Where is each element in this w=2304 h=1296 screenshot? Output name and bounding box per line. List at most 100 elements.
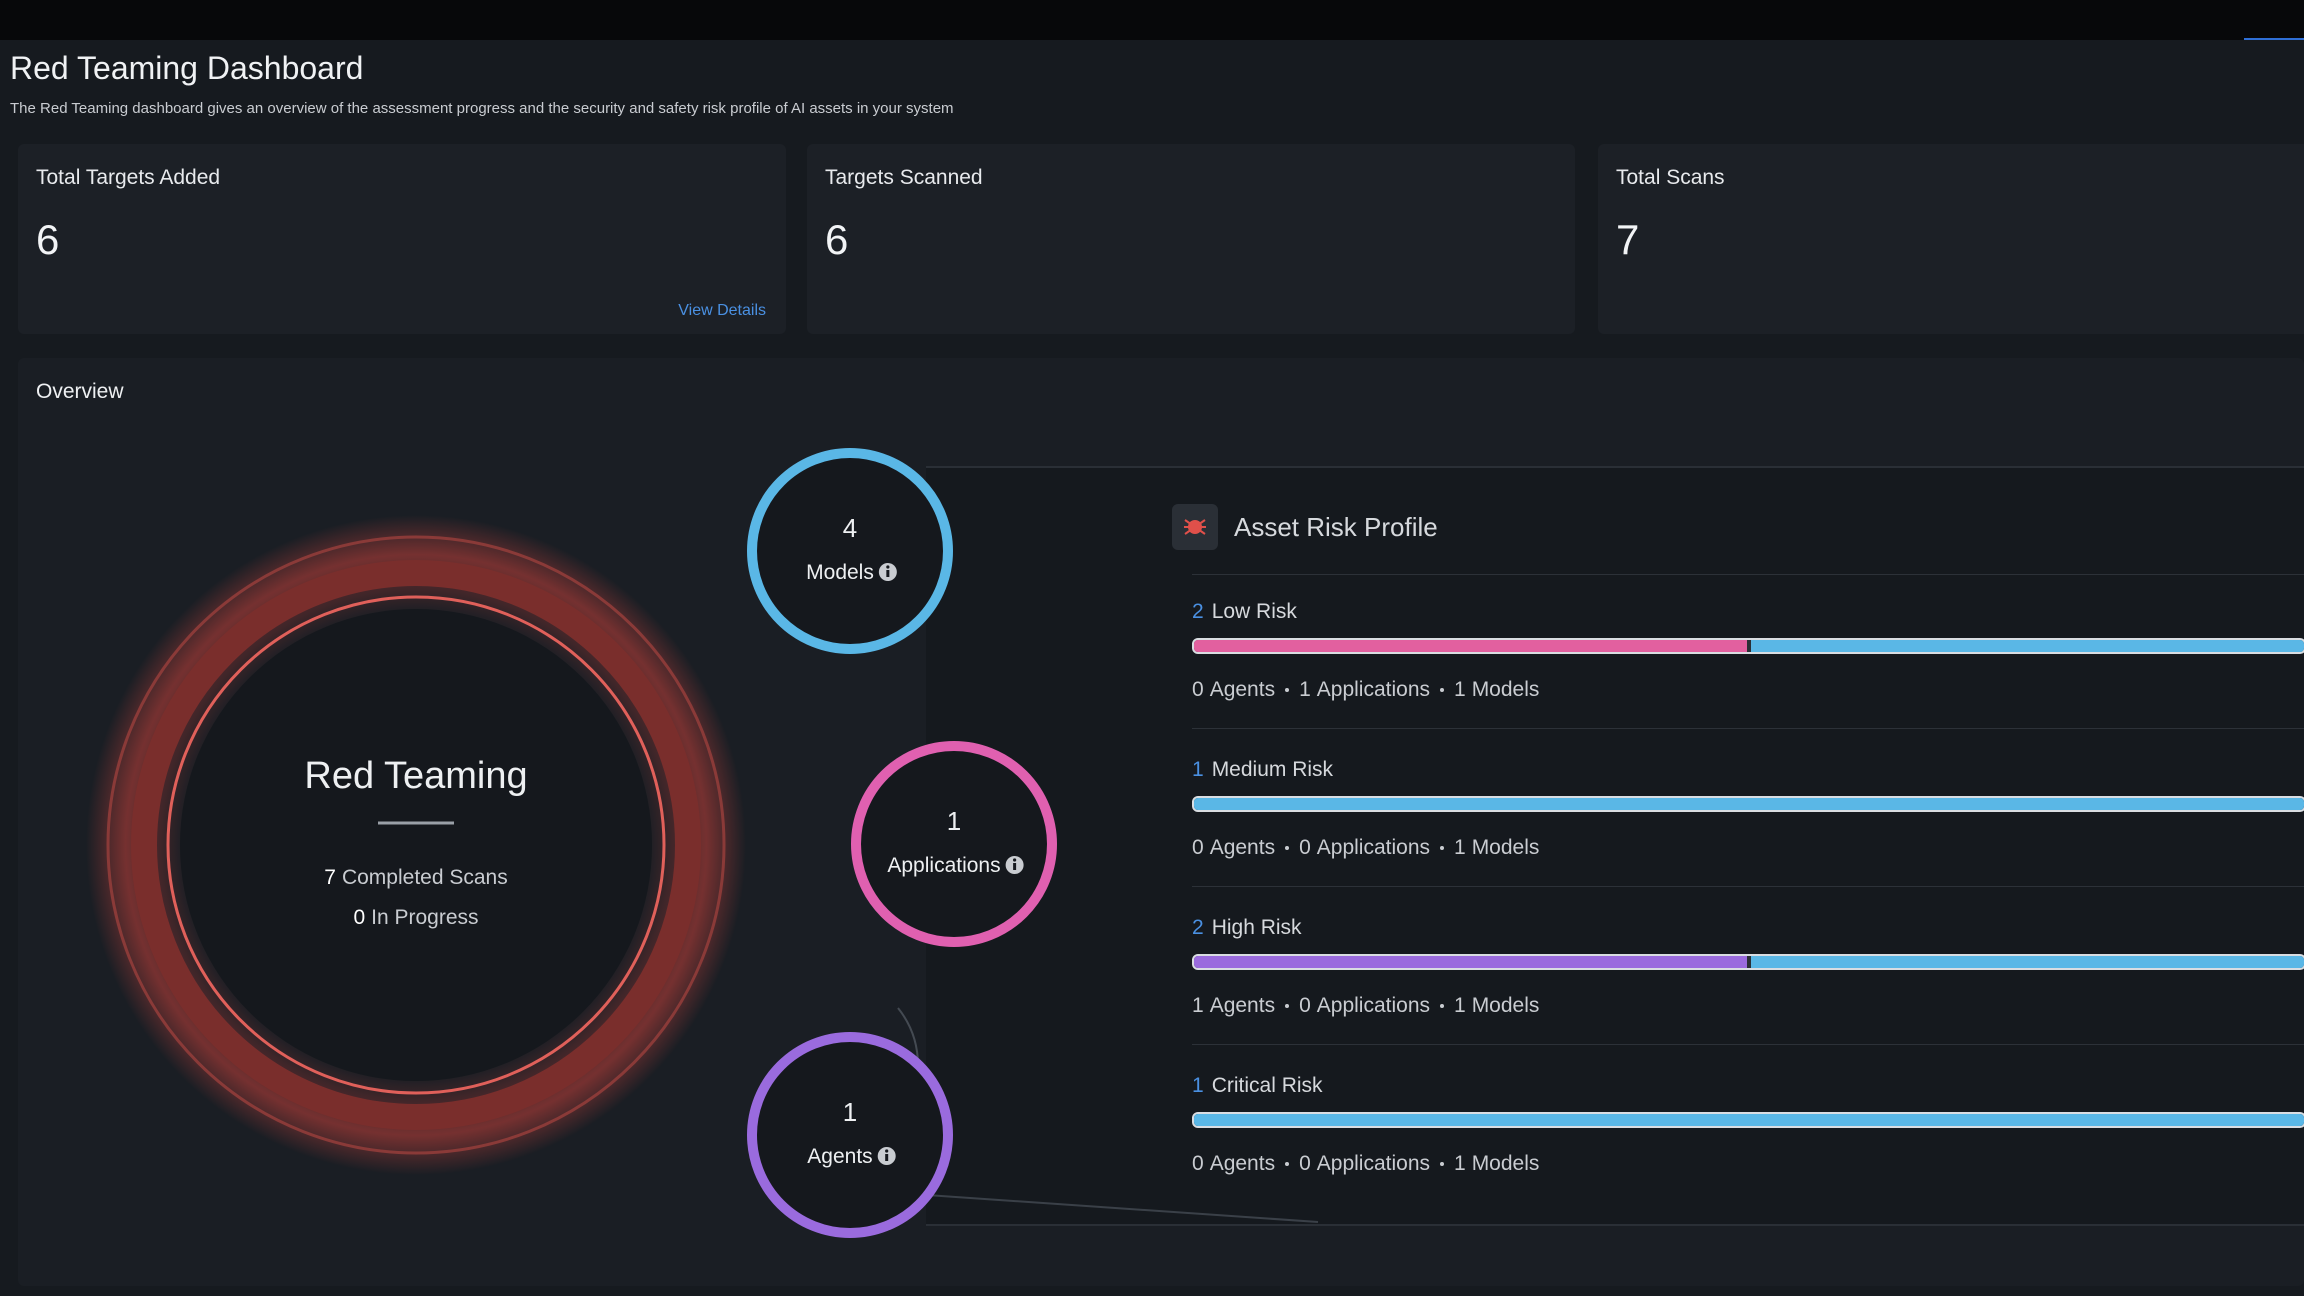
- risk-level-count: 1: [1192, 1074, 1204, 1097]
- risk-bar: [1192, 796, 2304, 812]
- risk-level-label: 2 High Risk: [1192, 916, 1302, 940]
- risk-counts: 0 Agents 0 Applications 1 Models: [1192, 836, 1539, 860]
- mid-ring: [131, 560, 701, 1130]
- separator: [1192, 1044, 2304, 1045]
- dot: [1440, 1162, 1444, 1167]
- risk-panel: Asset Risk Profile 2 Low Risk 0 Agents 1 Appli…: [926, 466, 2304, 1226]
- top-accent: [2244, 38, 2304, 40]
- info-dot: [886, 565, 890, 569]
- agents-count: 0: [1192, 678, 1204, 701]
- agents-label: Agents: [1209, 1152, 1276, 1175]
- bar-segment: [1194, 1114, 2304, 1126]
- bar-segment: [1194, 798, 2304, 810]
- asset-label: Agents: [807, 1145, 872, 1168]
- info-dot: [1013, 858, 1017, 862]
- dot: [1285, 688, 1290, 693]
- risk-level-name: High Risk: [1211, 916, 1302, 939]
- stat-card: Total Targets Added 6 View Details: [18, 144, 786, 334]
- models-label: Models: [1471, 1152, 1540, 1175]
- risk-level-name: Medium Risk: [1211, 758, 1334, 781]
- dot: [1440, 688, 1444, 693]
- asset-ring: [747, 1032, 953, 1238]
- in-progress: 0 In Progress: [353, 906, 478, 929]
- bar-segment: [1751, 640, 2304, 652]
- models-label: Models: [1471, 836, 1540, 859]
- card-value: 7: [1616, 216, 1640, 263]
- risk-level-name: Critical Risk: [1211, 1074, 1323, 1097]
- agents-label: Agents: [1209, 678, 1276, 701]
- overview-graphic: Red Teaming 7 Completed Scans 0 In Progress 4…: [86, 448, 1319, 1238]
- risk-icon-glyph: [1184, 519, 1206, 535]
- risk-bar: [1192, 638, 2304, 654]
- risk-level-label: 1 Critical Risk: [1192, 1074, 1323, 1098]
- bar-segment: [1194, 640, 1747, 652]
- risk-bar: [1192, 1112, 2304, 1128]
- models-count: 1: [1454, 1152, 1466, 1175]
- risk-level-count: 2: [1192, 916, 1204, 939]
- models-label: Models: [1471, 678, 1540, 701]
- risk-title: Asset Risk Profile: [1234, 512, 1438, 542]
- risk-icon: [1172, 504, 1218, 550]
- asset-count: 1: [947, 806, 961, 836]
- page-title: Red Teaming Dashboard: [10, 50, 364, 86]
- models-count: 1: [1454, 836, 1466, 859]
- risk-level-label: 1 Medium Risk: [1192, 758, 1333, 782]
- separator: [1192, 574, 2304, 575]
- info-dot: [885, 1149, 889, 1153]
- info-bar: [886, 570, 890, 577]
- dot: [1285, 1162, 1290, 1167]
- asset-count: 1: [843, 1097, 857, 1127]
- risk-counts: 0 Agents 1 Applications 1 Models: [1192, 678, 1539, 702]
- dot: [1285, 1004, 1290, 1009]
- center-title: Red Teaming: [304, 755, 527, 797]
- info-icon[interactable]: [877, 1147, 896, 1165]
- separator: [1192, 728, 2304, 729]
- completed-scans: 7 Completed Scans: [324, 866, 507, 889]
- info-icon[interactable]: [878, 563, 897, 581]
- card-value: 6: [825, 216, 849, 263]
- bar-segment: [1194, 956, 1747, 968]
- applications-count: 0: [1299, 1152, 1311, 1175]
- separator: [1192, 886, 2304, 887]
- info-bar: [885, 1154, 889, 1161]
- stat-card: Targets Scanned 6: [807, 144, 1575, 334]
- models-label: Models: [1471, 994, 1540, 1017]
- top-bar: [0, 0, 2304, 40]
- overview-title: Overview: [36, 380, 124, 403]
- applications-label: Applications: [1316, 678, 1430, 701]
- applications-count: 0: [1299, 994, 1311, 1017]
- dot: [1440, 846, 1444, 851]
- page-subtitle: The Red Teaming dashboard gives an overv…: [10, 100, 954, 117]
- card-label: Total Scans: [1616, 166, 1725, 189]
- connector: [897, 1192, 1319, 1223]
- applications-count: 1: [1299, 678, 1311, 701]
- asset-label: Models: [806, 561, 874, 584]
- applications-label: Applications: [1316, 994, 1430, 1017]
- agents-count: 1: [1192, 994, 1204, 1017]
- risk-level-label: 2 Low Risk: [1192, 600, 1297, 624]
- models-count: 1: [1454, 678, 1466, 701]
- risk-level-count: 2: [1192, 600, 1204, 623]
- agents-label: Agents: [1209, 994, 1276, 1017]
- inner-ring: [166, 595, 666, 1095]
- card-label: Targets Scanned: [825, 166, 983, 189]
- bar-segment: [1751, 956, 2304, 968]
- view-details-link[interactable]: View Details: [678, 302, 766, 319]
- risk-level-name: Low Risk: [1211, 600, 1297, 623]
- agents-count: 0: [1192, 836, 1204, 859]
- risk-level-count: 1: [1192, 758, 1204, 781]
- card-value: 6: [36, 216, 60, 263]
- agents-count: 0: [1192, 1152, 1204, 1175]
- dot: [1285, 846, 1290, 851]
- completed-label: Completed Scans: [342, 866, 508, 889]
- asset-count: 4: [843, 513, 857, 543]
- in-progress-count: 0: [353, 906, 365, 929]
- risk-counts: 0 Agents 0 Applications 1 Models: [1192, 1152, 1539, 1176]
- models-count: 1: [1454, 994, 1466, 1017]
- stat-card: Total Scans7View Details: [1598, 144, 2304, 334]
- info-icon[interactable]: [1005, 856, 1024, 874]
- overview-panel: Overview Asset Risk Profile 2 Low Risk 0 Age…: [18, 358, 2304, 1286]
- asset-ring: [747, 448, 953, 654]
- outer-ring: [106, 535, 726, 1155]
